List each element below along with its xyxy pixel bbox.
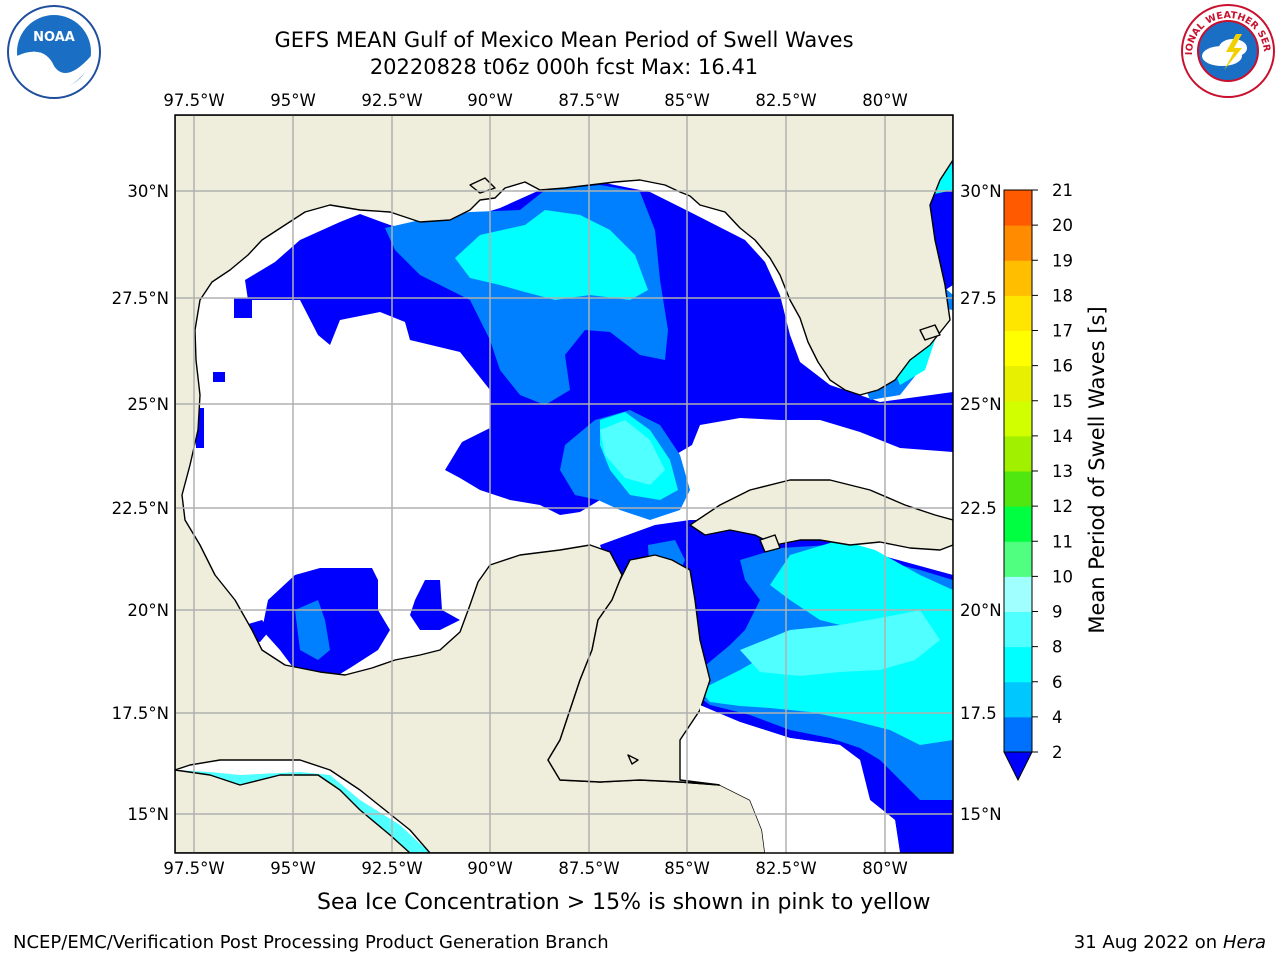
colorbar-tick-label: 17 bbox=[1052, 322, 1073, 341]
lon-label-top: 82.5°W bbox=[755, 91, 816, 110]
colorbar-tick-label: 21 bbox=[1052, 181, 1073, 200]
colorbar-bin bbox=[1004, 611, 1032, 648]
colorbar-tick-label: 9 bbox=[1052, 603, 1063, 622]
lon-label-bottom: 80°W bbox=[862, 859, 908, 878]
lat-label-right: 27.5 bbox=[960, 289, 997, 308]
colorbar-label: Mean Period of Swell Waves [s] bbox=[1085, 306, 1109, 634]
lon-label-top: 95°W bbox=[270, 91, 316, 110]
lat-label-left: 25°N bbox=[127, 395, 169, 414]
lat-label-left: 17.5°N bbox=[112, 704, 169, 723]
lat-label-right: 22.5 bbox=[960, 499, 997, 518]
lat-label-left: 27.5°N bbox=[112, 289, 169, 308]
lat-label-right: 20°N bbox=[960, 601, 1002, 620]
colorbar-tick-label: 18 bbox=[1052, 286, 1073, 305]
colorbar-bin bbox=[1004, 576, 1032, 612]
land-masses bbox=[175, 115, 953, 853]
lat-label-left: 20°N bbox=[127, 601, 169, 620]
colorbar: 2 4 6 8 9 10 11 12 13 14 15 16 17 18 19 20 21 bbox=[1003, 181, 1073, 782]
nws-logo: NATIONAL WEATHER SERVICE bbox=[1178, 2, 1275, 98]
lon-label-top: 90°W bbox=[467, 91, 513, 110]
credit-branch: NCEP/EMC/Verification Post Processing Pr… bbox=[13, 932, 609, 953]
colorbar-bin bbox=[1004, 295, 1032, 331]
colorbar-tick-label: 16 bbox=[1052, 357, 1073, 376]
colorbar-bin bbox=[1004, 471, 1032, 507]
colorbar-bin bbox=[1004, 435, 1032, 472]
lat-label-right: 25°N bbox=[960, 395, 1002, 414]
colorbar-bin bbox=[1004, 260, 1032, 296]
colorbar-bin bbox=[1004, 365, 1032, 402]
lon-label-top: 85°W bbox=[664, 91, 710, 110]
colorbar-tick-label: 20 bbox=[1052, 216, 1073, 235]
colorbar-tick-label: 10 bbox=[1052, 567, 1073, 586]
credit-date: 31 Aug 2022 on Hera bbox=[1074, 932, 1266, 953]
noaa-logo: NOAA bbox=[7, 5, 101, 99]
lat-label-left: 22.5°N bbox=[112, 499, 169, 518]
lon-label-top: 80°W bbox=[862, 91, 908, 110]
colorbar-bin bbox=[1004, 330, 1032, 367]
colorbar-tick-label: 19 bbox=[1052, 251, 1073, 270]
colorbar-bin bbox=[1004, 190, 1032, 226]
colorbar-tick-label: 8 bbox=[1052, 638, 1063, 657]
lon-label-top: 87.5°W bbox=[558, 91, 619, 110]
colorbar-bin bbox=[1004, 225, 1032, 261]
lon-label-top: 92.5°W bbox=[361, 91, 422, 110]
sea-ice-note: Sea Ice Concentration > 15% is shown in … bbox=[317, 890, 931, 915]
colorbar-extend bbox=[1003, 751, 1033, 782]
map-subtitle: 20220828 t06z 000h fcst Max: 16.41 bbox=[369, 55, 759, 79]
colorbar-tick-label: 15 bbox=[1052, 392, 1073, 411]
run-date: 31 Aug 2022 on bbox=[1073, 932, 1218, 953]
lat-label-right: 30°N bbox=[960, 182, 1002, 201]
colorbar-bin bbox=[1004, 541, 1032, 577]
colorbar-tick-label: 4 bbox=[1052, 708, 1063, 727]
lat-label-right: 15°N bbox=[960, 805, 1002, 824]
colorbar-bin bbox=[1004, 716, 1032, 753]
lon-label-bottom: 97.5°W bbox=[163, 859, 224, 878]
lat-label-left: 15°N bbox=[127, 805, 169, 824]
colorbar-bin bbox=[1004, 506, 1032, 542]
map-title: GEFS MEAN Gulf of Mexico Mean Period of … bbox=[274, 28, 854, 52]
lon-label-bottom: 85°W bbox=[664, 859, 710, 878]
lon-label-bottom: 87.5°W bbox=[558, 859, 619, 878]
lon-label-bottom: 90°W bbox=[467, 859, 513, 878]
colorbar-tick-label: 11 bbox=[1052, 532, 1073, 551]
colorbar-tick-label: 13 bbox=[1052, 462, 1073, 481]
host-name: Hera bbox=[1222, 932, 1266, 953]
lat-label-left: 30°N bbox=[127, 182, 169, 201]
map-frame bbox=[174, 114, 954, 854]
colorbar-tick-label: 12 bbox=[1052, 497, 1073, 516]
colorbar-bin bbox=[1004, 681, 1032, 718]
graticule bbox=[175, 115, 953, 853]
colorbar-tick-label: 2 bbox=[1052, 743, 1063, 762]
lon-label-bottom: 92.5°W bbox=[361, 859, 422, 878]
lon-label-top: 97.5°W bbox=[163, 91, 224, 110]
lon-label-bottom: 82.5°W bbox=[755, 859, 816, 878]
svg-text:NOAA: NOAA bbox=[33, 30, 75, 45]
colorbar-bin bbox=[1004, 646, 1032, 683]
colorbar-bin bbox=[1004, 400, 1032, 437]
lon-label-bottom: 95°W bbox=[270, 859, 316, 878]
lat-label-right: 17.5 bbox=[960, 704, 997, 723]
colorbar-tick-label: 14 bbox=[1052, 427, 1073, 446]
colorbar-tick-label: 6 bbox=[1052, 673, 1063, 692]
